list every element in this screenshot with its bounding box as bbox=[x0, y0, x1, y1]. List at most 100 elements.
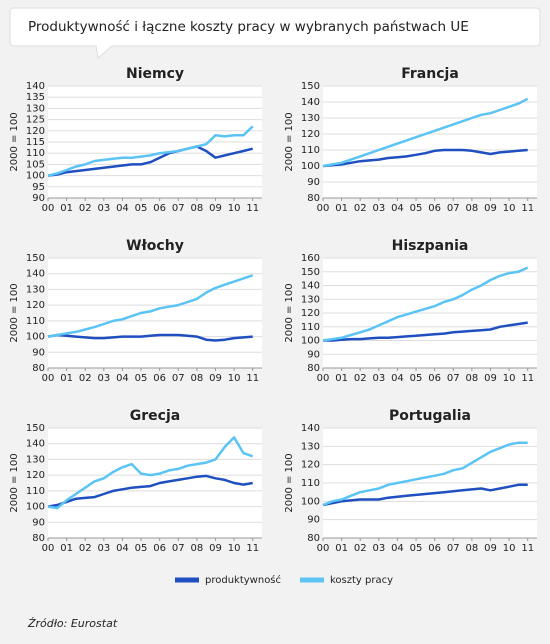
x-tick-label: 06 bbox=[153, 373, 166, 384]
x-tick-label: 03 bbox=[97, 203, 110, 214]
x-tick-label: 02 bbox=[79, 543, 92, 554]
y-axis-label: 2000 = 100 bbox=[284, 112, 295, 171]
x-tick-label: 04 bbox=[116, 543, 129, 554]
line bbox=[322, 148, 528, 168]
x-tick-label: 10 bbox=[228, 373, 241, 384]
line bbox=[47, 436, 254, 510]
y-tick-label: 80 bbox=[32, 363, 45, 374]
x-tick-label: 05 bbox=[410, 373, 423, 384]
x-tick-label: 05 bbox=[135, 373, 148, 384]
x-tick-label: 04 bbox=[116, 373, 129, 384]
x-tick-label: 09 bbox=[209, 543, 222, 554]
y-tick-label: 100 bbox=[26, 502, 45, 513]
chart-title: Portugalia bbox=[389, 408, 471, 424]
x-tick-label: 07 bbox=[172, 203, 185, 214]
x-tick-label: 08 bbox=[466, 543, 479, 554]
x-tick-label: 05 bbox=[410, 543, 423, 554]
x-tick-label: 03 bbox=[372, 543, 385, 554]
page-title: Produktywność i łączne koszty pracy w wy… bbox=[28, 19, 469, 35]
line bbox=[322, 266, 529, 342]
x-tick-label: 02 bbox=[354, 543, 367, 554]
y-tick-label: 160 bbox=[301, 253, 320, 264]
x-tick-label: 04 bbox=[116, 203, 129, 214]
legend-label: produktywność bbox=[205, 574, 281, 586]
y-tick-label: 120 bbox=[26, 300, 45, 311]
y-tick-label: 100 bbox=[301, 496, 320, 507]
y-tick-label: 125 bbox=[26, 115, 45, 126]
y-tick-label: 90 bbox=[307, 515, 320, 526]
y-tick-label: 105 bbox=[26, 159, 45, 170]
y-tick-label: 80 bbox=[307, 363, 320, 374]
y-tick-label: 110 bbox=[301, 145, 320, 156]
x-tick-label: 08 bbox=[191, 373, 204, 384]
x-tick-label: 02 bbox=[79, 373, 92, 384]
x-tick-label: 08 bbox=[466, 203, 479, 214]
x-tick-label: 07 bbox=[447, 203, 460, 214]
chart-title: Grecja bbox=[130, 408, 180, 424]
x-tick-label: 09 bbox=[209, 373, 222, 384]
x-tick-label: 00 bbox=[42, 543, 55, 554]
y-tick-label: 130 bbox=[26, 103, 45, 114]
x-tick-label: 06 bbox=[428, 543, 441, 554]
x-tick-label: 05 bbox=[135, 543, 148, 554]
x-tick-label: 09 bbox=[209, 203, 222, 214]
x-tick-label: 09 bbox=[484, 203, 497, 214]
y-tick-label: 140 bbox=[26, 439, 45, 450]
line bbox=[322, 441, 528, 507]
line bbox=[47, 125, 254, 177]
x-tick-label: 06 bbox=[153, 543, 166, 554]
plot-area bbox=[323, 86, 537, 198]
chart-title: Niemcy bbox=[126, 66, 184, 82]
x-tick-label: 00 bbox=[42, 373, 55, 384]
y-tick-label: 80 bbox=[32, 533, 45, 544]
y-axis-label: 2000 = 100 bbox=[9, 453, 20, 512]
line bbox=[47, 145, 254, 177]
x-tick-label: 03 bbox=[97, 543, 110, 554]
y-tick-label: 140 bbox=[301, 423, 320, 434]
line bbox=[322, 483, 528, 507]
x-tick-label: 06 bbox=[428, 203, 441, 214]
line bbox=[322, 97, 529, 168]
title-box bbox=[9, 7, 541, 59]
x-tick-label: 07 bbox=[172, 373, 185, 384]
y-tick-label: 90 bbox=[307, 349, 320, 360]
line bbox=[47, 333, 253, 342]
x-tick-label: 07 bbox=[447, 543, 460, 554]
y-tick-label: 140 bbox=[26, 269, 45, 280]
y-tick-label: 110 bbox=[26, 148, 45, 159]
y-tick-label: 90 bbox=[32, 193, 45, 204]
y-tick-label: 90 bbox=[32, 517, 45, 528]
chart-title: Włochy bbox=[126, 238, 184, 254]
y-tick-label: 130 bbox=[26, 284, 45, 295]
chart-title: Francja bbox=[401, 66, 459, 82]
y-tick-label: 90 bbox=[32, 347, 45, 358]
y-tick-label: 140 bbox=[301, 281, 320, 292]
line bbox=[47, 274, 254, 338]
y-tick-label: 100 bbox=[26, 332, 45, 343]
x-tick-label: 09 bbox=[484, 543, 497, 554]
y-tick-label: 150 bbox=[301, 81, 320, 92]
y-tick-label: 120 bbox=[26, 126, 45, 137]
x-tick-label: 02 bbox=[354, 373, 367, 384]
x-tick-label: 01 bbox=[335, 203, 348, 214]
x-tick-label: 02 bbox=[79, 203, 92, 214]
x-tick-label: 03 bbox=[97, 373, 110, 384]
y-tick-label: 140 bbox=[301, 97, 320, 108]
y-axis-label: 2000 = 100 bbox=[284, 453, 295, 512]
y-tick-label: 100 bbox=[301, 336, 320, 347]
x-tick-label: 00 bbox=[317, 543, 330, 554]
x-tick-label: 10 bbox=[503, 543, 516, 554]
y-tick-label: 130 bbox=[301, 294, 320, 305]
x-tick-label: 11 bbox=[246, 543, 259, 554]
y-tick-label: 110 bbox=[301, 478, 320, 489]
x-tick-label: 06 bbox=[428, 373, 441, 384]
x-tick-label: 03 bbox=[372, 373, 385, 384]
x-tick-label: 02 bbox=[354, 203, 367, 214]
x-tick-label: 11 bbox=[246, 373, 259, 384]
x-tick-label: 10 bbox=[503, 373, 516, 384]
x-tick-label: 05 bbox=[410, 203, 423, 214]
x-tick-label: 01 bbox=[60, 203, 73, 214]
x-tick-label: 05 bbox=[135, 203, 148, 214]
y-tick-label: 140 bbox=[26, 81, 45, 92]
